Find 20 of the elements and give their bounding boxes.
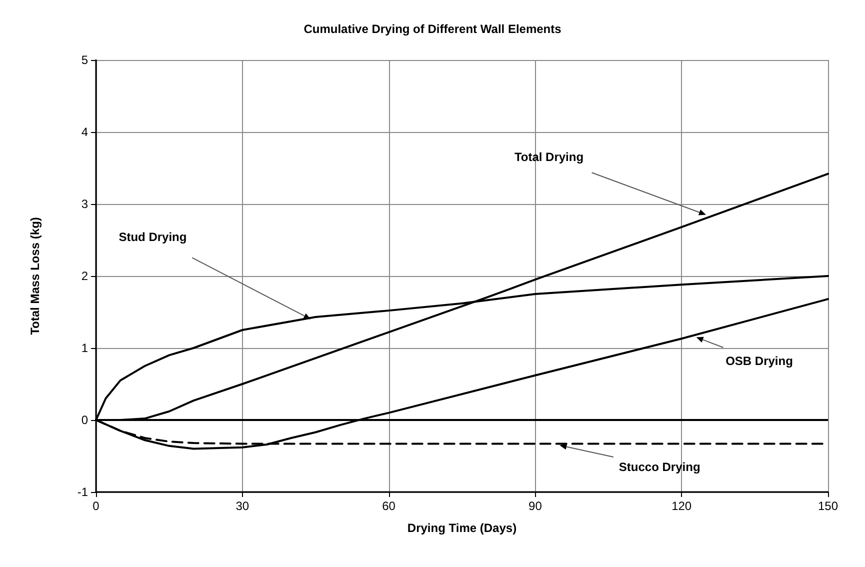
chart-title: Cumulative Drying of Different Wall Elements: [304, 22, 562, 36]
x-tick-label: 150: [818, 499, 838, 513]
y-tick-label: 2: [81, 269, 88, 283]
y-axis-title: Total Mass Loss (kg): [28, 217, 42, 335]
y-tick-label: 5: [81, 53, 88, 67]
y-tick-label: -1: [77, 485, 88, 499]
y-tick-label: 4: [81, 125, 88, 139]
x-tick-label: 60: [382, 499, 396, 513]
y-tick-label: 0: [81, 413, 88, 427]
annotation: Total Drying: [514, 150, 584, 164]
annotation: Stucco Drying: [618, 460, 700, 474]
x-tick-label: 30: [236, 499, 250, 513]
annotation: Stud Drying: [118, 230, 187, 244]
y-tick-label: 3: [81, 197, 88, 211]
x-tick-label: 0: [92, 499, 100, 513]
x-tick-label: 90: [528, 499, 542, 513]
x-axis-title: Drying Time (Days): [407, 521, 517, 535]
y-tick-label: 1: [81, 341, 88, 355]
annotation: OSB Drying: [726, 354, 793, 368]
x-tick-label: 120: [672, 499, 692, 513]
